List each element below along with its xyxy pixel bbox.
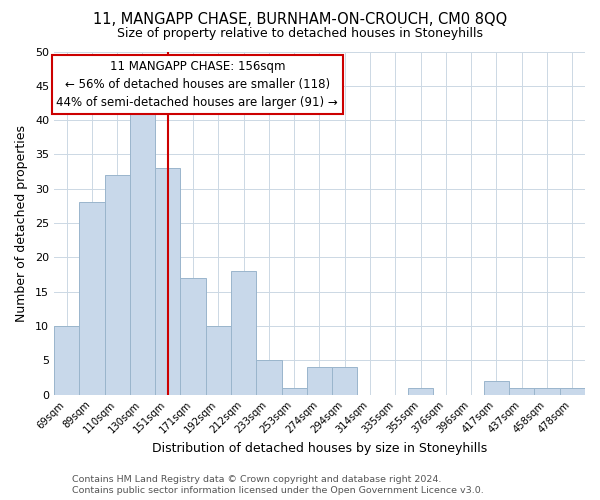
Text: Contains public sector information licensed under the Open Government Licence v3: Contains public sector information licen… <box>72 486 484 495</box>
Bar <box>484 381 509 394</box>
Bar <box>206 326 231 394</box>
Bar <box>54 326 79 394</box>
Bar <box>509 388 535 394</box>
Bar <box>256 360 281 394</box>
Text: Contains HM Land Registry data © Crown copyright and database right 2024.: Contains HM Land Registry data © Crown c… <box>72 475 442 484</box>
Bar <box>281 388 307 394</box>
Bar <box>155 168 181 394</box>
Bar <box>104 175 130 394</box>
Y-axis label: Number of detached properties: Number of detached properties <box>15 124 28 322</box>
Text: 11, MANGAPP CHASE, BURNHAM-ON-CROUCH, CM0 8QQ: 11, MANGAPP CHASE, BURNHAM-ON-CROUCH, CM… <box>93 12 507 28</box>
Text: Size of property relative to detached houses in Stoneyhills: Size of property relative to detached ho… <box>117 28 483 40</box>
Bar <box>79 202 104 394</box>
Text: 11 MANGAPP CHASE: 156sqm
← 56% of detached houses are smaller (118)
44% of semi-: 11 MANGAPP CHASE: 156sqm ← 56% of detach… <box>56 60 338 109</box>
Bar <box>130 106 155 395</box>
Bar <box>408 388 433 394</box>
Bar <box>307 367 332 394</box>
Bar <box>560 388 585 394</box>
Bar <box>231 271 256 394</box>
Bar <box>181 278 206 394</box>
Bar <box>332 367 358 394</box>
Bar <box>535 388 560 394</box>
X-axis label: Distribution of detached houses by size in Stoneyhills: Distribution of detached houses by size … <box>152 442 487 455</box>
